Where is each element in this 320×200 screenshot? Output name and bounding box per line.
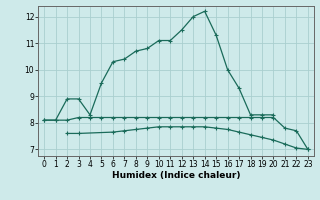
X-axis label: Humidex (Indice chaleur): Humidex (Indice chaleur) [112, 171, 240, 180]
